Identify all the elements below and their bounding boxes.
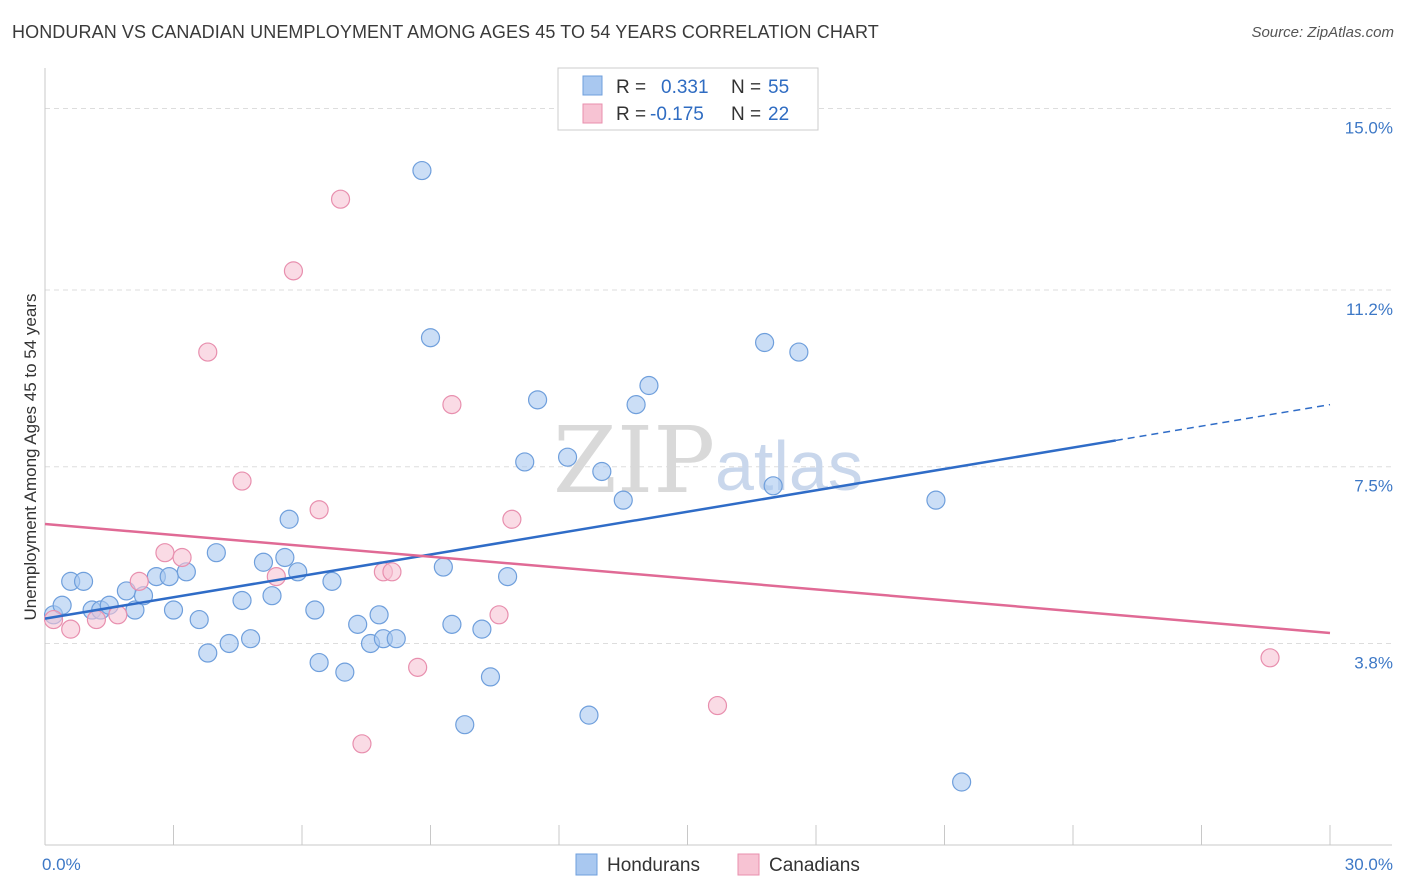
canadian-point bbox=[502, 509, 522, 529]
canadian-point bbox=[352, 734, 372, 754]
bottom-legend: Hondurans Canadians bbox=[575, 853, 860, 876]
honduran-point bbox=[219, 633, 239, 654]
honduran-point bbox=[613, 490, 633, 510]
honduran-trend-extension bbox=[1115, 403, 1331, 442]
canadian-point bbox=[309, 500, 329, 520]
honduran-point bbox=[592, 461, 612, 482]
canadian-point bbox=[172, 547, 192, 568]
canadian-point bbox=[232, 471, 252, 491]
honduran-point bbox=[369, 605, 389, 625]
honduran-point bbox=[262, 586, 282, 606]
axes-layer bbox=[44, 68, 1392, 846]
canadian-point bbox=[382, 562, 402, 582]
honduran-point bbox=[241, 629, 261, 649]
bottom-legend-hondurans: Hondurans bbox=[607, 855, 700, 876]
honduran-point bbox=[73, 571, 94, 591]
honduran-trend-line bbox=[44, 439, 1117, 620]
x-tick-label-end: 30.0% bbox=[1345, 855, 1393, 874]
honduran-point bbox=[498, 566, 518, 587]
trend-layer bbox=[44, 403, 1331, 635]
canadian-point bbox=[61, 619, 81, 639]
honduran-point bbox=[557, 447, 578, 467]
legend-swatch-canadians bbox=[582, 103, 603, 124]
canadian-point bbox=[129, 571, 149, 591]
honduran-point bbox=[386, 629, 406, 649]
y-tick-label: 11.2% bbox=[1346, 300, 1393, 319]
watermark-zip: ZIP bbox=[553, 407, 715, 514]
honduran-point bbox=[527, 390, 548, 410]
honduran-point bbox=[789, 342, 809, 362]
honduran-point bbox=[926, 490, 946, 510]
honduran-point bbox=[348, 614, 368, 634]
honduran-point bbox=[275, 547, 295, 568]
y-axis-label: Unemployment Among Ages 45 to 54 years bbox=[21, 294, 40, 621]
honduran-point bbox=[322, 571, 342, 591]
honduran-point bbox=[279, 509, 299, 529]
honduran-point bbox=[763, 476, 783, 496]
canadian-point bbox=[408, 657, 428, 677]
legend-hondurans-r-label: R = bbox=[616, 77, 646, 98]
honduran-point bbox=[253, 552, 274, 572]
honduran-point bbox=[626, 395, 646, 415]
honduran-point bbox=[52, 595, 72, 615]
honduran-point bbox=[433, 557, 453, 577]
bottom-legend-swatch-canadians bbox=[737, 853, 760, 876]
honduran-point bbox=[198, 643, 218, 663]
canadian-point bbox=[266, 566, 286, 587]
legend-canadians-r-label: R = bbox=[616, 104, 646, 125]
canadian-point bbox=[86, 609, 107, 630]
honduran-point bbox=[515, 452, 535, 472]
legend-swatch-hondurans bbox=[582, 75, 603, 96]
y-tick-label: 15.0% bbox=[1345, 118, 1393, 137]
canadian-point bbox=[489, 605, 509, 625]
honduran-point bbox=[480, 667, 501, 687]
honduran-point bbox=[335, 662, 355, 682]
legend-canadians-r-value: -0.175 bbox=[650, 104, 704, 125]
canadian-trend-line bbox=[44, 522, 1331, 635]
y-tick-label: 3.8% bbox=[1354, 653, 1393, 672]
honduran-point bbox=[639, 375, 659, 396]
canadian-point bbox=[155, 543, 175, 563]
chart-title: HONDURAN VS CANADIAN UNEMPLOYMENT AMONG … bbox=[12, 22, 879, 42]
honduran-point bbox=[189, 609, 209, 630]
canadian-point bbox=[330, 189, 351, 209]
x-tick-label-start: 0.0% bbox=[42, 855, 81, 874]
honduran-point bbox=[232, 590, 252, 611]
bottom-legend-canadians: Canadians bbox=[769, 855, 860, 876]
legend-hondurans-n-value: 55 bbox=[768, 77, 789, 98]
legend-hondurans-n-label: N = bbox=[731, 77, 761, 98]
canadian-point bbox=[442, 395, 462, 415]
honduran-point bbox=[412, 160, 432, 181]
watermark: ZIP atlas bbox=[553, 407, 863, 514]
grid-layer bbox=[45, 107, 1392, 644]
points-layer bbox=[43, 160, 1280, 792]
legend-hondurans-r-value: 0.331 bbox=[661, 77, 709, 98]
honduran-point bbox=[455, 715, 475, 735]
legend-canadians-n-label: N = bbox=[731, 104, 761, 125]
honduran-point bbox=[420, 328, 441, 348]
honduran-point bbox=[754, 332, 775, 353]
honduran-point bbox=[472, 619, 492, 639]
top-legend: R = 0.331 N = 55 R = -0.175 N = 22 bbox=[557, 67, 819, 131]
honduran-point bbox=[305, 600, 325, 620]
honduran-point bbox=[952, 772, 972, 792]
canadian-point bbox=[707, 695, 728, 716]
canadian-point bbox=[198, 342, 218, 362]
honduran-point bbox=[442, 614, 462, 634]
honduran-point bbox=[206, 543, 226, 563]
y-tick-label: 7.5% bbox=[1354, 477, 1393, 496]
honduran-point bbox=[163, 600, 184, 620]
honduran-point bbox=[309, 652, 329, 673]
canadian-point bbox=[1260, 648, 1280, 668]
labels-layer: 3.8% 7.5% 11.2% 15.0% 0.0% 30.0% Unemployment … bbox=[21, 118, 1393, 874]
source-credit: Source: ZipAtlas.com bbox=[1251, 24, 1394, 41]
legend-canadians-n-value: 22 bbox=[768, 104, 789, 125]
bottom-legend-swatch-hondurans bbox=[575, 853, 598, 876]
canadian-point bbox=[43, 609, 64, 630]
honduran-point bbox=[159, 566, 179, 587]
watermark-atlas: atlas bbox=[715, 427, 863, 505]
honduran-point bbox=[579, 705, 599, 725]
canadian-point bbox=[283, 261, 304, 281]
